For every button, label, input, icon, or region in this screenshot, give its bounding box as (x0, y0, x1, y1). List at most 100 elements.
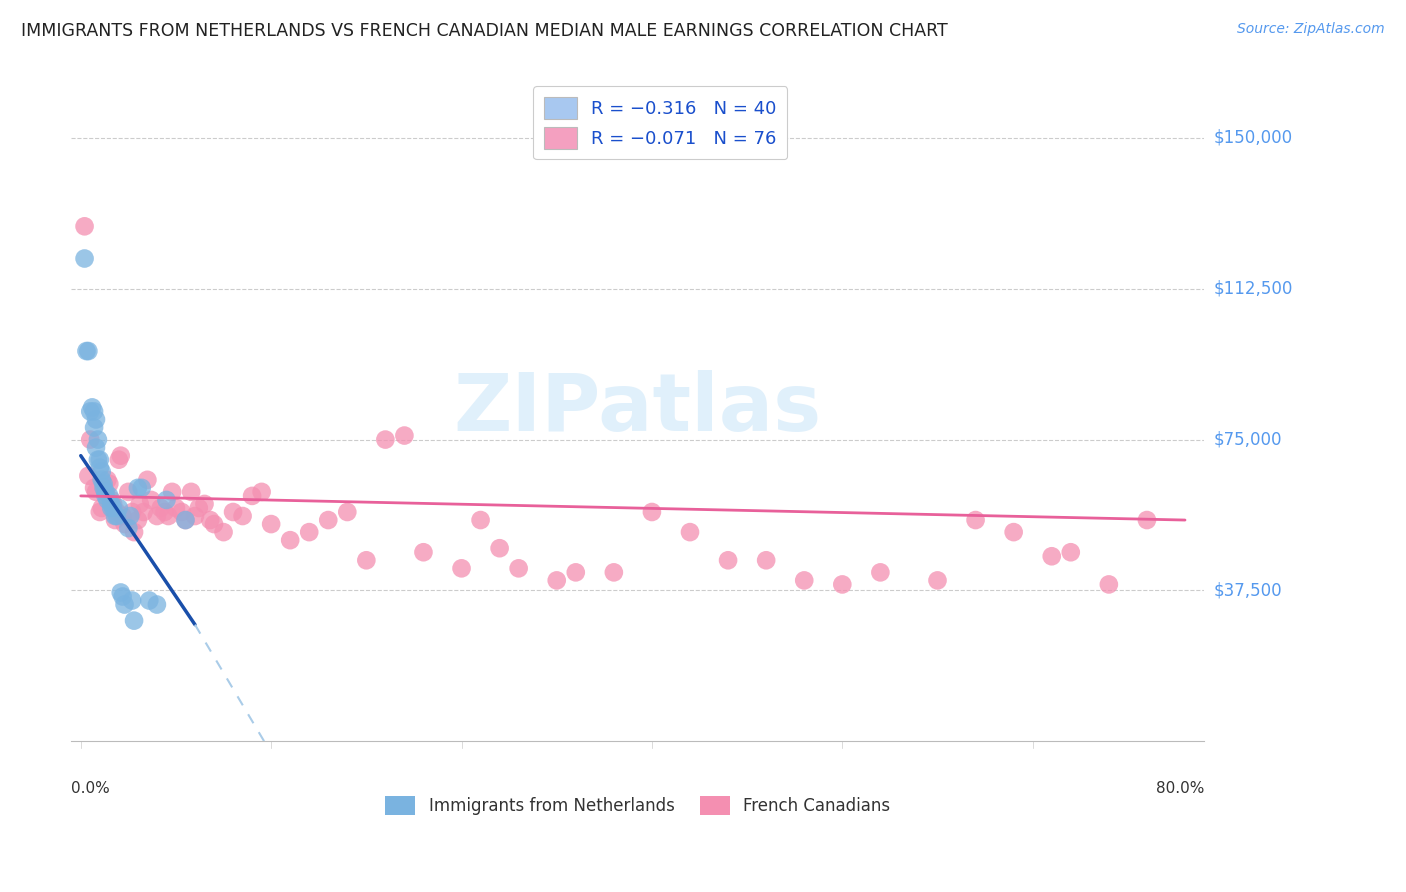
Point (412, 545, 434, 559)
Point (155, 492, 177, 507)
Point (157, 509, 180, 524)
Point (146, 598, 169, 612)
Point (146, 509, 169, 524)
Point (641, 505, 664, 519)
Point (101, 497, 124, 511)
Point (717, 553, 740, 567)
Point (84, 484, 107, 499)
Point (105, 509, 128, 524)
Point (565, 566, 588, 580)
Point (93, 476, 115, 491)
Point (603, 566, 626, 580)
Point (96, 492, 118, 507)
Point (93, 481, 115, 495)
Point (101, 500, 124, 515)
Point (84, 441, 107, 455)
Point (679, 525, 702, 540)
Point (104, 513, 127, 527)
Point (111, 509, 134, 524)
Point (184, 509, 207, 524)
Point (98, 489, 121, 503)
Point (121, 593, 143, 607)
Point (127, 481, 149, 495)
Point (84, 412, 107, 426)
Point (316, 513, 339, 527)
Point (76, 344, 98, 359)
Point (114, 598, 136, 612)
Point (105, 505, 128, 519)
Text: $150,000: $150,000 (1213, 128, 1292, 147)
Point (117, 521, 139, 535)
Point (222, 505, 245, 519)
Point (1060, 545, 1083, 559)
Point (128, 497, 150, 511)
Point (174, 513, 197, 527)
Text: Source: ZipAtlas.com: Source: ZipAtlas.com (1237, 22, 1385, 37)
Point (117, 484, 139, 499)
Point (965, 513, 987, 527)
Point (100, 500, 122, 515)
Point (114, 517, 136, 532)
Point (83, 420, 105, 434)
Point (250, 484, 273, 499)
Point (73, 252, 96, 266)
Point (90, 465, 112, 479)
Point (110, 449, 132, 463)
Point (165, 500, 187, 515)
Point (927, 574, 949, 588)
Point (488, 541, 510, 556)
Point (108, 452, 131, 467)
Point (77, 344, 100, 359)
Text: IMMIGRANTS FROM NETHERLANDS VS FRENCH CANADIAN MEDIAN MALE EARNINGS CORRELATION : IMMIGRANTS FROM NETHERLANDS VS FRENCH CA… (21, 22, 948, 40)
Point (336, 505, 359, 519)
Point (394, 428, 416, 442)
Point (546, 574, 568, 588)
Point (356, 553, 378, 567)
Point (160, 484, 183, 499)
Point (108, 500, 131, 515)
Point (755, 553, 778, 567)
Point (89, 505, 111, 519)
Text: $37,500: $37,500 (1213, 582, 1282, 599)
Point (149, 500, 172, 515)
Point (508, 561, 530, 575)
Point (131, 481, 153, 495)
Point (87, 452, 110, 467)
Point (141, 492, 163, 507)
Point (83, 481, 105, 495)
Point (77, 468, 100, 483)
Point (90, 473, 112, 487)
Point (73, 219, 96, 234)
Point (1098, 577, 1121, 591)
Point (793, 574, 815, 588)
Text: $112,500: $112,500 (1213, 280, 1294, 298)
Point (136, 473, 159, 487)
Point (104, 509, 127, 524)
Point (93, 481, 115, 495)
Point (100, 492, 122, 507)
Point (260, 517, 283, 532)
Point (470, 513, 492, 527)
Point (90, 500, 112, 515)
Point (120, 509, 142, 524)
Point (138, 593, 160, 607)
Point (110, 585, 132, 599)
Point (82, 401, 104, 415)
Point (89, 452, 111, 467)
Text: $75,000: $75,000 (1213, 431, 1282, 449)
Point (374, 433, 396, 447)
Point (89, 460, 111, 475)
Point (94, 484, 117, 499)
Point (122, 614, 145, 628)
Point (79, 404, 101, 418)
Point (232, 509, 254, 524)
Point (180, 484, 202, 499)
Point (450, 561, 472, 575)
Point (121, 505, 143, 519)
Point (1136, 513, 1159, 527)
Point (202, 517, 225, 532)
Text: 80.0%: 80.0% (1156, 781, 1204, 797)
Text: 0.0%: 0.0% (72, 781, 110, 797)
Point (122, 525, 145, 540)
Point (187, 500, 209, 515)
